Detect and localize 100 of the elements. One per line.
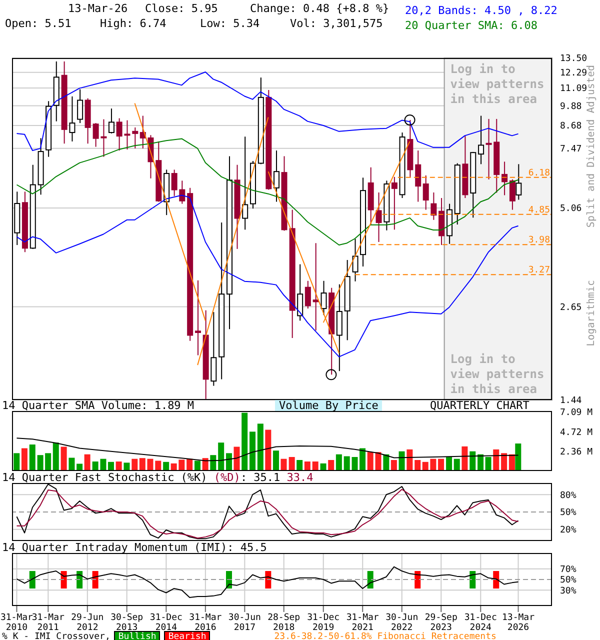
bar (344, 456, 350, 471)
x-tick-label: 31-Dec 2019 (307, 613, 340, 633)
candlestick (430, 192, 437, 220)
chart-title: 14 Quarter Fast Stochastic (2, 471, 174, 484)
candlestick (194, 280, 201, 356)
line-series (16, 566, 519, 598)
candlestick (69, 96, 76, 142)
bar (234, 446, 240, 471)
y-tick-label: 2.36 M (560, 448, 594, 458)
bar (218, 442, 224, 471)
candlestick (320, 280, 327, 316)
bar (273, 450, 280, 471)
y-tick-label: 9.88 (560, 102, 582, 112)
candlestick (274, 150, 280, 202)
candlestick (77, 88, 84, 124)
y-tick-label: 50% (560, 576, 577, 586)
x-tick-label: 28-Sep 2018 (268, 613, 300, 633)
x-tick-label: 31-Mar 2016 (189, 613, 222, 633)
bar (328, 460, 334, 471)
text: Logarithmic (586, 280, 598, 346)
y-tick-label: 2.65 (560, 302, 582, 313)
x-tick-label: 31-Dec 2014 (150, 613, 182, 633)
candlestick (352, 238, 358, 282)
candlestick (478, 115, 484, 165)
text: Close: 5.95 (145, 2, 218, 15)
candlestick (415, 150, 422, 202)
x-tick-label: 31-Mar 2011 (32, 613, 65, 633)
annotation: QUARTERLY CHART (430, 399, 530, 412)
text: 23.6-38.2-50-61.8% Fibonacci Retracements (274, 632, 496, 640)
text: Log in to view patterns in this area (450, 352, 544, 396)
text: 13-Mar-26 (68, 2, 128, 15)
y-tick-label: 5.06 (560, 204, 582, 214)
y-tick-label: 70% (560, 565, 577, 576)
y-tick-label: 1.44 (560, 396, 582, 406)
y-tick-label: 12.29 (560, 68, 588, 79)
line-series (16, 438, 519, 462)
text: Split and Dividend Adjusted (586, 65, 598, 228)
candlestick (242, 136, 248, 230)
text: (%D) (212, 471, 240, 484)
candlestick (108, 108, 114, 134)
bar (52, 442, 59, 471)
bar (29, 444, 36, 471)
data-label: 3.98 (528, 236, 550, 246)
text: Vol: 3,301,575 (290, 17, 383, 30)
y-tick-label: 13.50 (560, 54, 588, 64)
y-tick-label: 7.09 M (560, 408, 594, 418)
bar (390, 460, 397, 471)
x-tick-label: 31-Mar 2010 (0, 613, 34, 633)
x-tick-label: 29-Sep 2023 (424, 613, 458, 633)
bar (132, 458, 138, 471)
x-tick-label: 29-Jun 2012 (71, 613, 104, 633)
candlestick (304, 280, 311, 310)
bar (296, 460, 303, 471)
bar (493, 449, 500, 471)
bar (367, 452, 374, 471)
y-tick-label: 80% (560, 490, 577, 501)
text: (%K) (180, 471, 208, 484)
bar (124, 462, 130, 471)
annotation: Volume By Price (275, 399, 382, 412)
bar (21, 448, 28, 471)
text: Change: 0.48 {+8.8 %} (250, 2, 390, 15)
data-label: 4.85 (528, 205, 550, 216)
bar (265, 430, 272, 471)
candlestick (132, 126, 138, 149)
candlestick (336, 284, 342, 372)
text: Bullish (114, 631, 160, 640)
x-tick-label: 13-Mar 2026 (502, 613, 536, 633)
candlestick (509, 178, 516, 210)
bar (242, 412, 248, 471)
y-tick-label: 30% (560, 586, 577, 596)
bar (515, 444, 522, 471)
y-tick-label: 20% (560, 526, 577, 536)
candlestick (376, 192, 382, 242)
text: High: 6.74 (100, 17, 166, 30)
bar (226, 453, 232, 471)
chart-title: 14 Quarter SMA Volume: 1.89 M (2, 399, 194, 412)
bar (501, 453, 508, 471)
text: Low: 5.34 (200, 17, 260, 30)
y-tick-label: 8.68 (560, 122, 582, 132)
bar (60, 446, 67, 471)
bar (280, 458, 287, 471)
y-tick-label: 7.47 (560, 144, 582, 155)
text: 20,2 Bands: 4.50 , 8.22 (405, 3, 558, 18)
x-tick-label: 30-Jun 2017 (228, 613, 261, 633)
bar (462, 446, 468, 471)
bar (84, 454, 90, 471)
candlestick (516, 164, 522, 200)
bar (336, 454, 342, 471)
y-tick-label: 50% (560, 508, 577, 518)
bar (250, 432, 256, 471)
x-tick-label: 31-Dec 2024 (464, 613, 497, 633)
chart-title: 14 Quarter Intraday Momentum (IMI): 45.5 (2, 541, 267, 554)
bar (454, 458, 460, 471)
bar (14, 453, 20, 471)
annotation: 33.4 (286, 471, 314, 484)
candlestick (297, 264, 304, 322)
text: Open: 5.51 (5, 17, 72, 30)
candlestick (210, 312, 217, 386)
bar (438, 458, 444, 471)
line-series (16, 138, 519, 246)
